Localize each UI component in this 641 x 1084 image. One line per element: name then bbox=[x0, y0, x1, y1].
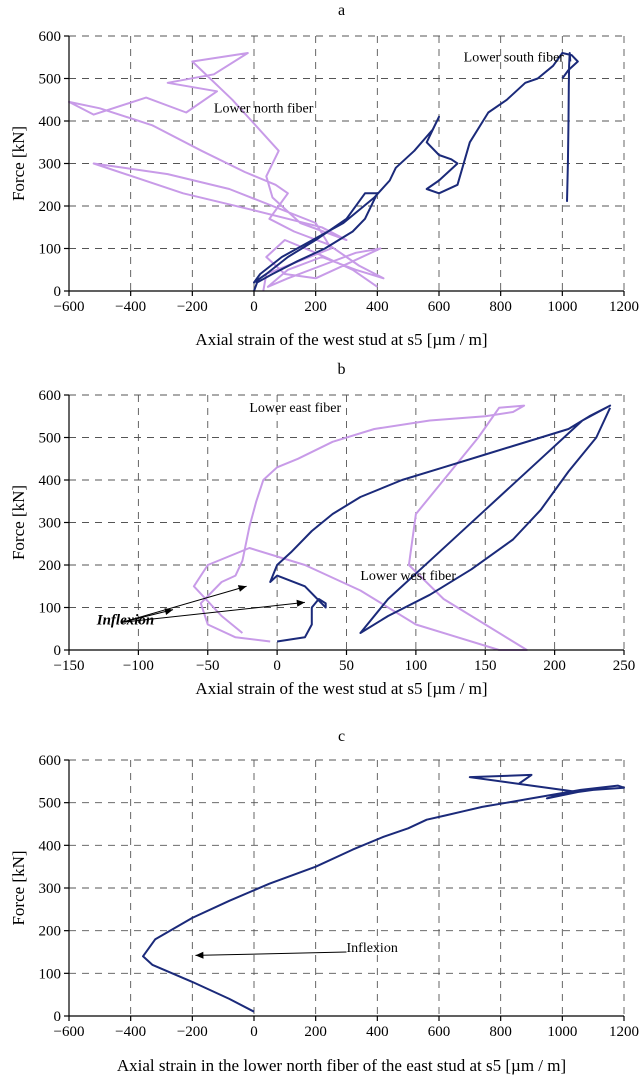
annotation-label: Lower west fiber bbox=[360, 569, 456, 584]
y-tick-label: 500 bbox=[39, 431, 62, 447]
panel-title: c bbox=[338, 728, 345, 745]
series-line-dark bbox=[253, 52, 579, 292]
y-tick-label: 600 bbox=[39, 29, 62, 45]
annotation-label: Inflexion bbox=[347, 941, 398, 956]
x-tick-label: 800 bbox=[489, 299, 512, 315]
y-tick-label: 0 bbox=[54, 1009, 62, 1025]
series-line-dark bbox=[269, 404, 612, 643]
x-tick-label: −50 bbox=[196, 658, 219, 674]
annotation-label: Lower east fiber bbox=[249, 401, 341, 416]
y-tick-label: 0 bbox=[54, 284, 62, 300]
x-tick-label: 200 bbox=[304, 1024, 327, 1040]
x-tick-label: −100 bbox=[123, 658, 154, 674]
x-tick-label: 250 bbox=[613, 658, 636, 674]
arrow-head bbox=[195, 951, 204, 959]
x-tick-label: 400 bbox=[366, 299, 389, 315]
y-tick-label: 500 bbox=[39, 796, 62, 812]
arrow-head bbox=[164, 608, 174, 615]
y-tick-label: 100 bbox=[39, 601, 62, 617]
y-axis-label: Force [kN] bbox=[9, 850, 28, 925]
x-tick-label: −400 bbox=[115, 1024, 146, 1040]
y-tick-label: 300 bbox=[39, 516, 62, 532]
y-axis-label: Force [kN] bbox=[9, 485, 28, 560]
y-tick-label: 600 bbox=[39, 753, 62, 769]
x-tick-label: 150 bbox=[474, 658, 497, 674]
x-tick-label: −600 bbox=[54, 1024, 85, 1040]
x-tick-label: 800 bbox=[489, 1024, 512, 1040]
annotation-label: Lower north fiber bbox=[214, 102, 314, 117]
x-tick-label: 0 bbox=[250, 1024, 258, 1040]
annotation-arrow bbox=[121, 585, 247, 623]
x-tick-label: 1000 bbox=[547, 299, 577, 315]
y-tick-label: 300 bbox=[39, 157, 62, 173]
y-tick-label: 500 bbox=[39, 72, 62, 88]
series-line-light bbox=[68, 52, 385, 292]
arrow-head bbox=[237, 585, 247, 592]
annotation-arrow bbox=[195, 951, 347, 956]
x-tick-label: 0 bbox=[250, 299, 258, 315]
y-tick-label: 200 bbox=[39, 558, 62, 574]
x-tick-label: 200 bbox=[543, 658, 566, 674]
x-axis-label: Axial strain of the west stud at s5 [µm … bbox=[195, 330, 487, 349]
x-tick-label: 50 bbox=[339, 658, 354, 674]
x-tick-label: 1200 bbox=[609, 299, 639, 315]
x-tick-label: −600 bbox=[54, 299, 85, 315]
y-tick-label: 200 bbox=[39, 924, 62, 940]
panel-title: a bbox=[338, 2, 345, 19]
series-line-dark bbox=[142, 773, 625, 1013]
x-axis-label: Axial strain of the west stud at s5 [µm … bbox=[195, 679, 487, 698]
x-tick-label: 1200 bbox=[609, 1024, 639, 1040]
annotation-label: Inflexion bbox=[96, 613, 155, 629]
y-tick-label: 100 bbox=[39, 242, 62, 258]
series-line-dark bbox=[566, 52, 572, 202]
x-tick-label: −150 bbox=[54, 658, 85, 674]
y-axis-label: Force [kN] bbox=[9, 126, 28, 201]
series-line-light bbox=[192, 404, 528, 651]
y-tick-label: 400 bbox=[39, 114, 62, 130]
x-tick-label: 1000 bbox=[547, 1024, 577, 1040]
x-tick-label: 100 bbox=[405, 658, 428, 674]
y-tick-label: 0 bbox=[54, 643, 62, 659]
x-tick-label: 600 bbox=[428, 1024, 451, 1040]
chart-panel-a: −600 −400 −200 0 200 400 600 800 1000 1200 0 100 200… bbox=[9, 2, 639, 349]
chart-panel-b: −150 −100 −50 0 50 100 150 200 250 0 100 200 300 400 5… bbox=[9, 361, 635, 698]
x-tick-label: −200 bbox=[177, 299, 208, 315]
x-tick-label: 200 bbox=[304, 299, 327, 315]
y-tick-label: 400 bbox=[39, 838, 62, 854]
x-tick-label: 600 bbox=[428, 299, 451, 315]
x-tick-label: −400 bbox=[115, 299, 146, 315]
y-tick-label: 100 bbox=[39, 966, 62, 982]
x-tick-label: 400 bbox=[366, 1024, 389, 1040]
arrow-head bbox=[296, 599, 305, 607]
panel-title: b bbox=[338, 361, 346, 378]
annotation-label: Lower south fiber bbox=[464, 51, 565, 66]
x-tick-label: 0 bbox=[273, 658, 281, 674]
y-tick-label: 400 bbox=[39, 473, 62, 489]
chart-panel-c: −600 −400 −200 0 200 400 600 800 1000 1200 0 100 200… bbox=[9, 728, 639, 1075]
y-tick-label: 300 bbox=[39, 881, 62, 897]
annotation-arrow bbox=[121, 601, 305, 623]
y-tick-label: 200 bbox=[39, 199, 62, 215]
x-tick-label: −200 bbox=[177, 1024, 208, 1040]
x-axis-label: Axial strain in the lower north fiber of… bbox=[117, 1056, 566, 1075]
y-tick-label: 600 bbox=[39, 388, 62, 404]
